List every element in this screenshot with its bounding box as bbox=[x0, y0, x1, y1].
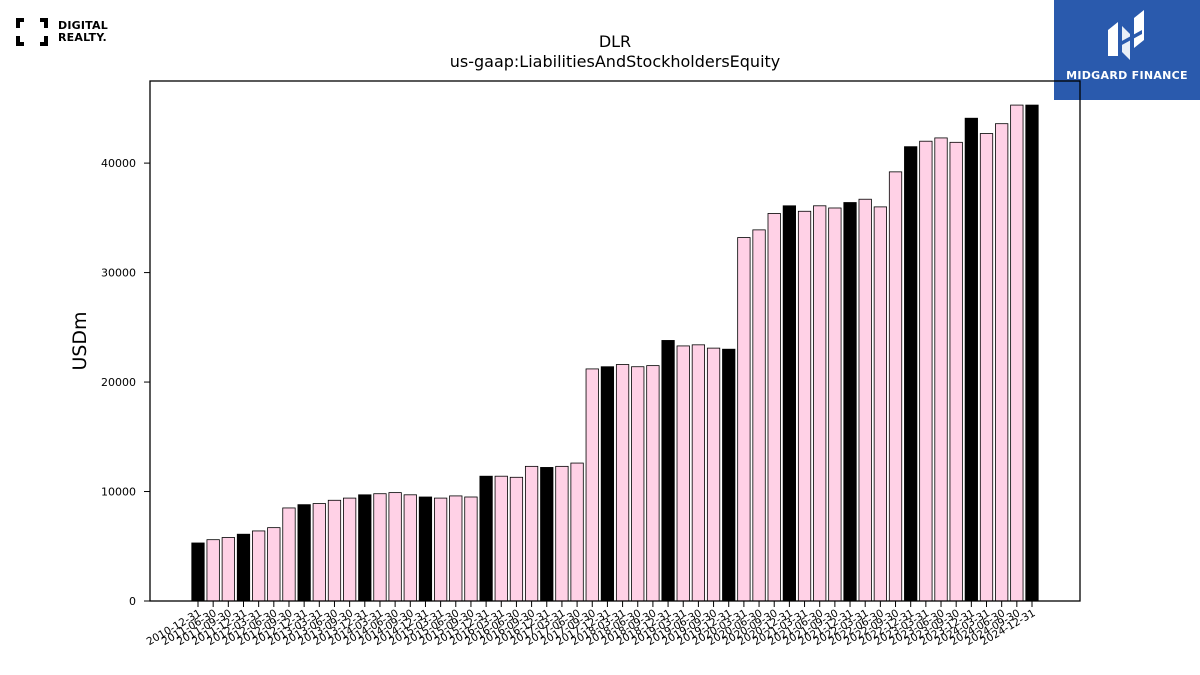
bar-2021-06-30 bbox=[813, 205, 827, 602]
bar-2024-03-31 bbox=[979, 133, 994, 602]
midgard-finance-badge: MIDGARD FINANCE bbox=[1054, 0, 1200, 100]
bar-2023-09-30 bbox=[949, 141, 963, 602]
bar-2015-03-31 bbox=[433, 497, 448, 602]
bar-2016-06-30 bbox=[509, 476, 524, 602]
bar-2013-12-31 bbox=[358, 494, 372, 602]
bar-2010-12-31 bbox=[191, 542, 205, 602]
bar-2018-06-30 bbox=[631, 366, 645, 602]
x-axis: 2010-12-312011-06-302011-09-302011-12-31… bbox=[145, 601, 1038, 648]
bar-2014-09-30 bbox=[403, 494, 417, 602]
digital-realty-wordmark: DIGITAL REALTY. bbox=[58, 20, 108, 44]
bar-2020-06-30 bbox=[752, 229, 766, 602]
logo-line-1: DIGITAL bbox=[58, 19, 108, 32]
bar-2024-06-30 bbox=[995, 123, 1009, 602]
chart-title-block: DLR us-gaap:LiabilitiesAndStockholdersEq… bbox=[150, 32, 1080, 72]
bar-2023-06-30 bbox=[934, 137, 948, 602]
digital-realty-bracket-icon bbox=[16, 18, 48, 46]
bar-2023-12-31 bbox=[964, 117, 978, 602]
midgard-finance-emblem-icon bbox=[1108, 10, 1144, 60]
bar-2020-12-31 bbox=[782, 205, 796, 602]
bar-2011-06-30 bbox=[206, 539, 220, 602]
bar-2015-09-30 bbox=[464, 496, 478, 602]
bar-2013-03-31 bbox=[312, 503, 326, 602]
y-axis-label: USDm bbox=[69, 311, 91, 370]
bar-2017-12-31 bbox=[600, 366, 615, 602]
bar-2015-06-30 bbox=[449, 495, 463, 602]
digital-realty-logo: DIGITAL REALTY. bbox=[14, 14, 124, 54]
chart-subtitle: us-gaap:LiabilitiesAndStockholdersEquity bbox=[449, 52, 781, 71]
bar-2020-03-31 bbox=[737, 237, 751, 602]
bar-2016-03-31 bbox=[494, 475, 508, 602]
bar-2016-12-31 bbox=[540, 467, 554, 602]
bar-2011-09-30 bbox=[221, 537, 235, 602]
plot-frame bbox=[149, 80, 1081, 602]
y-tick-label: 30000 bbox=[101, 267, 136, 280]
bar-2019-03-31 bbox=[676, 345, 690, 602]
bar-2014-03-31 bbox=[373, 493, 387, 602]
bar-2014-12-31 bbox=[418, 496, 433, 602]
bar-2019-06-30 bbox=[691, 344, 706, 602]
bar-2024-12-31 bbox=[1025, 104, 1039, 602]
y-tick-label: 0 bbox=[129, 595, 136, 608]
bar-2015-12-31 bbox=[479, 475, 493, 602]
bar-2016-09-30 bbox=[524, 465, 539, 602]
bar-2022-09-30 bbox=[888, 171, 903, 602]
bar-2019-09-30 bbox=[706, 347, 721, 602]
bar-2017-03-31 bbox=[555, 465, 569, 602]
logo-line-2: REALTY. bbox=[58, 31, 107, 44]
bar-2018-12-31 bbox=[661, 340, 675, 602]
bar-2012-06-30 bbox=[267, 527, 281, 602]
bar-2012-12-31 bbox=[297, 504, 311, 602]
bar-2014-06-30 bbox=[388, 492, 402, 602]
bar-2017-06-30 bbox=[570, 462, 584, 602]
bar-2013-06-30 bbox=[327, 499, 342, 602]
bar-2012-09-30 bbox=[282, 507, 296, 602]
bar-2011-12-31 bbox=[236, 533, 251, 602]
bars-group bbox=[191, 104, 1039, 602]
bar-2020-09-30 bbox=[767, 213, 781, 602]
bar-2021-03-31 bbox=[797, 210, 812, 602]
bar-2017-09-30 bbox=[585, 368, 599, 602]
bar-2019-12-31 bbox=[722, 348, 736, 602]
bar-2022-03-31 bbox=[858, 198, 872, 602]
y-axis: 0 10000 20000 30000 40000 bbox=[101, 157, 150, 608]
y-tick-label: 20000 bbox=[101, 376, 136, 389]
y-tick-label: 40000 bbox=[101, 157, 136, 170]
bar-2023-03-31 bbox=[919, 140, 933, 602]
bar-2012-03-31 bbox=[252, 530, 266, 602]
y-tick-label: 10000 bbox=[101, 486, 136, 499]
bar-2021-09-30 bbox=[828, 207, 842, 602]
chart-title: DLR bbox=[598, 32, 632, 51]
bar-2022-06-30 bbox=[873, 206, 887, 602]
bar-2018-09-30 bbox=[646, 365, 660, 602]
bar-2021-12-31 bbox=[843, 202, 857, 602]
bar-2022-12-31 bbox=[904, 146, 918, 602]
bar-2018-03-31 bbox=[615, 364, 630, 602]
bar-2024-09-30 bbox=[1010, 104, 1024, 602]
bar-2013-09-30 bbox=[343, 497, 357, 602]
midgard-finance-name: MIDGARD FINANCE bbox=[1066, 69, 1188, 82]
